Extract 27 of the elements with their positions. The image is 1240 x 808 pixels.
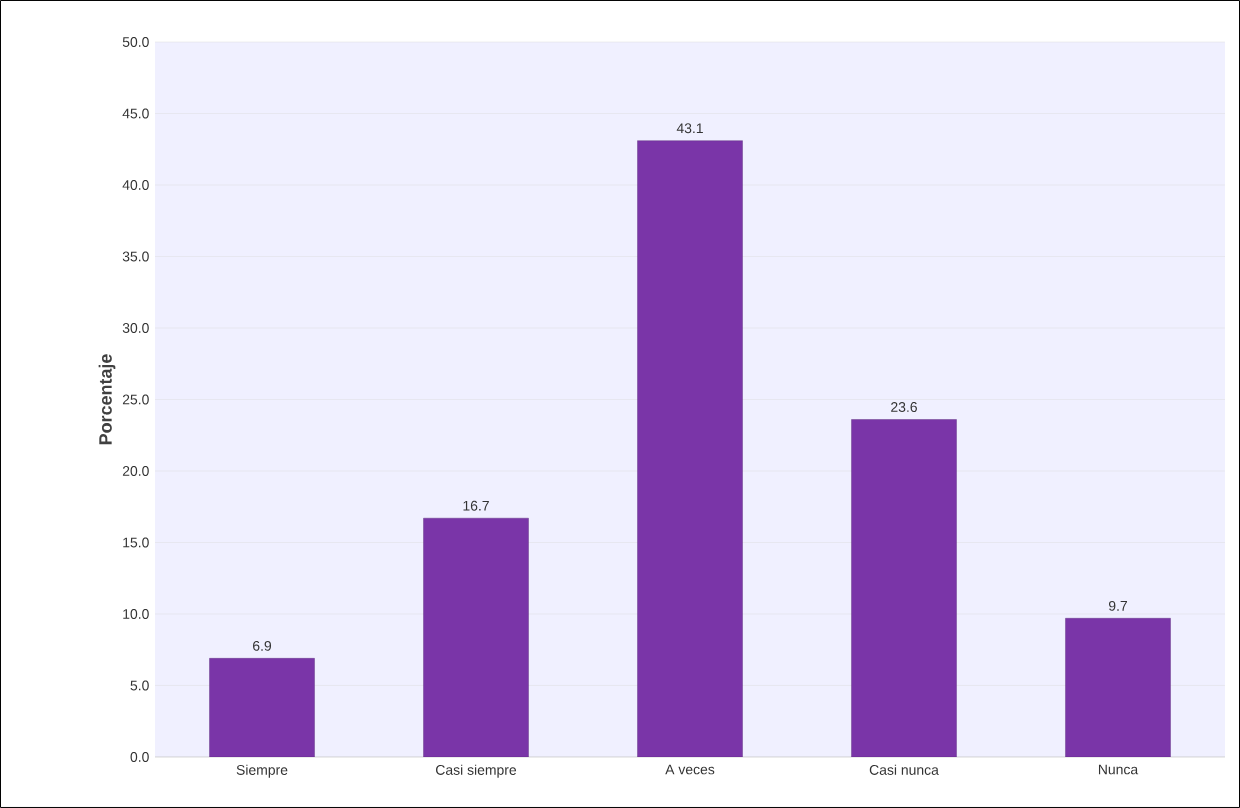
data-label: 16.7: [463, 500, 489, 511]
y-axis-title: Porcentaje: [98, 354, 116, 445]
y-tick-label: 15.0: [123, 537, 149, 548]
y-tick-label: 0.0: [130, 752, 149, 762]
bar: [1065, 618, 1171, 757]
y-tick-label: 30.0: [122, 323, 149, 333]
data-label: 23.6: [891, 402, 917, 412]
x-tick-label: Nunca: [1098, 764, 1139, 775]
bar: [851, 419, 957, 757]
x-tick-label: Casi nunca: [869, 764, 939, 775]
bar: [423, 517, 529, 757]
y-tick-label: 25.0: [122, 394, 149, 405]
y-tick-label: 50.0: [122, 37, 149, 47]
y-tick-label: 35.0: [122, 251, 149, 262]
y-tick-label: 10.0: [123, 609, 149, 619]
bar: [209, 658, 315, 757]
data-label: 9.7: [1108, 600, 1127, 611]
bar: [637, 140, 743, 757]
data-label: 6.9: [253, 640, 272, 651]
y-tick-label: 20.0: [122, 466, 149, 476]
data-label: 43.1: [676, 123, 703, 134]
x-tick-label: A veces: [665, 764, 715, 775]
y-tick-label: 40.0: [122, 180, 149, 190]
x-tick-label: Casi siempre: [436, 764, 517, 778]
y-tick-label: 5.0: [130, 680, 149, 691]
y-tick-label: 45.0: [122, 108, 149, 119]
x-tick-label: Siempre: [236, 764, 288, 778]
